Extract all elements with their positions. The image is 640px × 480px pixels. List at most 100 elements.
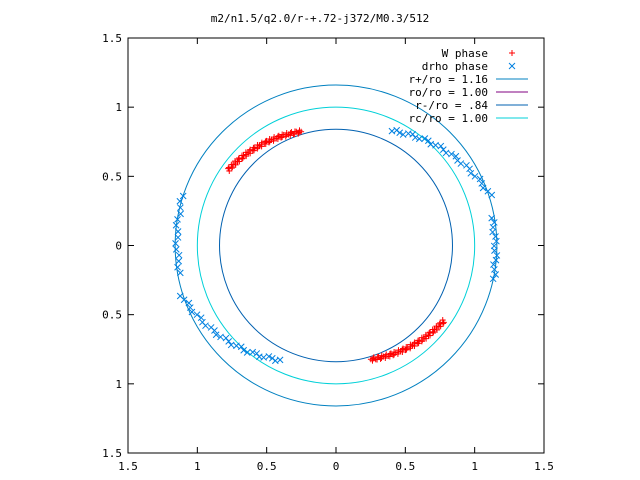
w-phase-point (411, 339, 418, 346)
w-phase-point (275, 132, 282, 139)
drho-phase-point-b (185, 299, 193, 307)
x-tick-label: 1.5 (534, 460, 554, 473)
x-tick-label: 1 (471, 460, 478, 473)
drho-phase-point-b (409, 130, 417, 138)
drho-phase-point-b (172, 245, 180, 253)
drho-phase-point (207, 324, 215, 331)
drho-phase-point (467, 169, 475, 177)
w-phase-point (415, 340, 422, 347)
axis-ticks: 1.5 1 0.5 0 0.5 1 1.51.510.500.511.5 (102, 32, 554, 473)
y-tick-label: 0 (115, 240, 122, 253)
drho-phase-point (415, 135, 423, 143)
drho-phase-point-b (193, 311, 201, 319)
drho-phase-point-b (454, 157, 461, 164)
drho-phase-point-b (268, 354, 276, 362)
drho-phase-point-b (478, 180, 486, 187)
drho-phase-point-b (172, 221, 180, 229)
legend-w-phase-marker (509, 50, 515, 56)
w-phase-point (386, 350, 393, 357)
drho-phase-point (175, 251, 183, 259)
w-phase-point (439, 317, 446, 324)
drho-phase-point (268, 354, 276, 362)
drho-phase-point (172, 221, 180, 229)
drho-phase-point-b (437, 142, 445, 150)
x-tick-label: 1 (194, 460, 201, 473)
drho-phase-point-b (489, 275, 497, 283)
drho-phase-point-b (186, 304, 194, 311)
w-phase-point (254, 145, 261, 152)
drho-phase-point (265, 353, 273, 360)
drho-phase-point-b (492, 271, 500, 278)
drho-phase-point (491, 247, 498, 254)
drho-phase-point (478, 180, 486, 187)
drho-phase-point (489, 228, 496, 236)
drho-phase-point-b (466, 165, 473, 173)
drho-phase-point-b (211, 327, 218, 334)
legend-label: ro/ro = 1.00 (409, 86, 488, 99)
drho-phase-point-b (175, 257, 183, 265)
drho-phase-point (448, 150, 455, 158)
drho-phase-point-b (488, 191, 496, 199)
circle-r_minus (219, 128, 453, 363)
drho-phase-point-b (457, 160, 465, 167)
reference-circles (174, 84, 498, 407)
drho-phase-point-b (490, 219, 498, 226)
drho-phase-point-b (488, 214, 496, 222)
drho-phase-point-b (491, 247, 498, 254)
drho-phase-point (172, 239, 179, 247)
chart-title: m2/n1.5/q2.0/r-+.72-j372/M0.3/512 (211, 12, 430, 25)
drho-phase-point (491, 266, 498, 273)
y-tick-label: 1 (115, 101, 122, 114)
drho-phase-point (437, 142, 445, 150)
drho-phase-point-b (176, 197, 184, 205)
data-points (172, 126, 501, 365)
drho-phase-point (176, 197, 184, 205)
circle-r_plus (174, 84, 498, 407)
drho-phase-point-b (399, 131, 407, 138)
drho-phase-point-b (177, 210, 184, 218)
legend-marker-b (508, 62, 516, 70)
drho-phase-point (493, 237, 500, 245)
w-phase-point (370, 355, 377, 362)
w-phase-point (295, 129, 302, 136)
drho-phase-point (197, 314, 205, 322)
drho-phase-point-b (207, 324, 215, 331)
w-phase-point (436, 321, 443, 328)
legend-label: r+/ro = 1.16 (409, 73, 488, 86)
drho-phase-point-b (176, 292, 184, 300)
drho-phase-point (476, 175, 484, 183)
drho-phase-point-b (415, 135, 423, 143)
drho-phase-point-b (212, 331, 220, 339)
drho-phase-point-b (421, 135, 429, 142)
drho-phase-point (227, 341, 235, 349)
drho-phase-point-b (174, 263, 181, 271)
drho-phase-point (492, 271, 500, 278)
drho-phase-point-b (175, 251, 183, 259)
drho-phase-point (490, 219, 498, 226)
drho-phase-point-b (174, 216, 181, 223)
drho-phase-point-b (197, 314, 205, 322)
drho-phase-point-b (177, 204, 184, 212)
drho-phase-point-b (493, 237, 500, 245)
drho-phase-point-b (243, 349, 251, 356)
drho-phase-point (409, 130, 417, 138)
y-tick-label: 0.5 (102, 309, 122, 322)
drho-phase-point (240, 346, 248, 354)
drho-phase-point-b (489, 228, 496, 236)
drho-phase-point (185, 299, 193, 307)
drho-phase-point (188, 308, 196, 316)
drho-phase-point (175, 257, 183, 265)
drho-phase-point (399, 131, 407, 138)
x-tick-label: 0.5 (395, 460, 415, 473)
drho-phase-point (177, 204, 184, 212)
drho-phase-point-b (484, 187, 492, 195)
drho-phase-point-b (493, 252, 501, 259)
drho-phase-point-b (476, 175, 484, 183)
legend-label: rc/ro = 1.00 (409, 112, 488, 125)
drho-phase-point-b (176, 269, 184, 277)
drho-phase-point (424, 137, 432, 145)
drho-phase-point (466, 165, 473, 173)
drho-phase-point-b (225, 338, 233, 345)
drho-phase-point-b (489, 223, 497, 231)
drho-phase-point-b (199, 318, 206, 326)
